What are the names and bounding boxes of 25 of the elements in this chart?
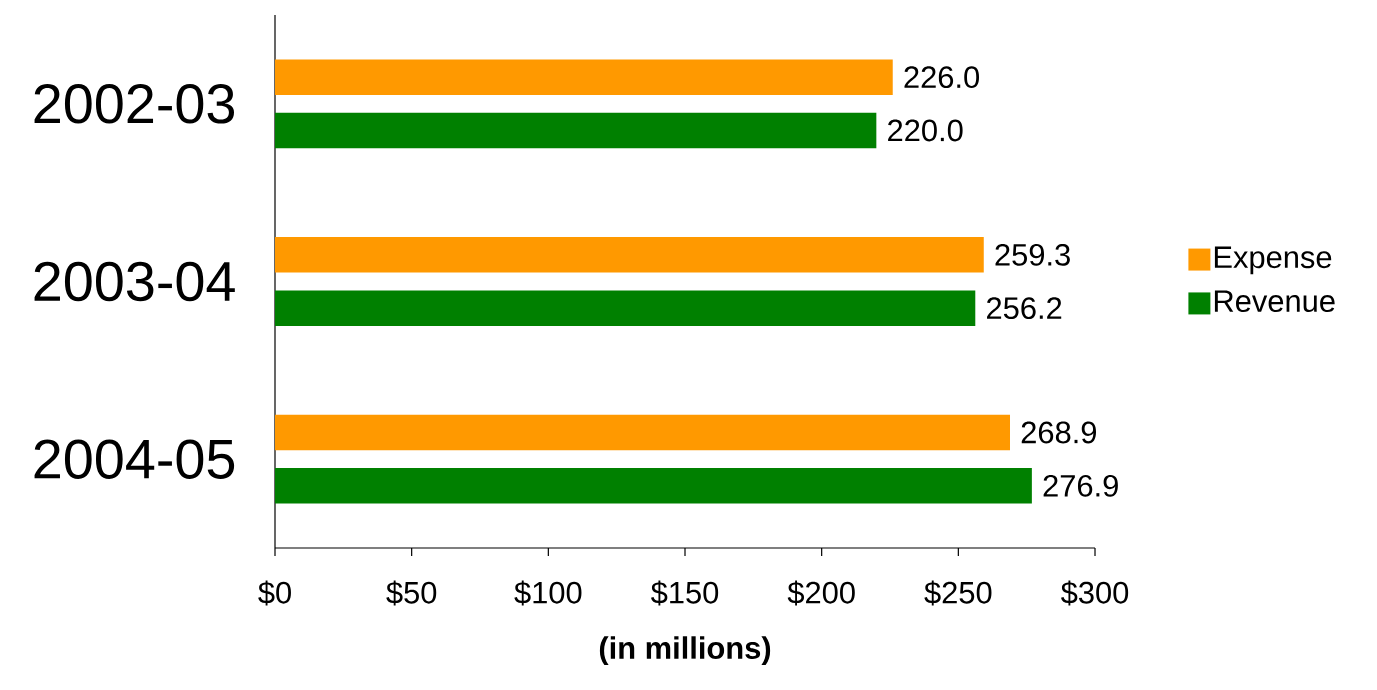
x-tick-label: $100 (514, 580, 582, 606)
x-axis-title: (in millions) (599, 636, 771, 666)
bar (275, 237, 984, 273)
data-label: 259.3 (995, 243, 1070, 266)
x-tick-label: $200 (787, 580, 855, 606)
data-label: 226.0 (904, 66, 980, 89)
legend-label: Expense (1214, 246, 1332, 275)
x-tick-label: $300 (1060, 580, 1129, 606)
data-label: 220.0 (888, 119, 963, 142)
y-tick-label: 2002-03 (34, 84, 235, 124)
data-label: 276.9 (1043, 474, 1118, 497)
x-tick-label: $250 (924, 580, 992, 606)
x-tick-label: $150 (650, 580, 719, 606)
data-label: 256.2 (987, 297, 1062, 320)
y-tick-label: 2003-04 (34, 261, 235, 302)
bar (275, 112, 877, 149)
x-tick-label: $0 (258, 580, 291, 606)
legend-label: Revenue (1214, 290, 1335, 313)
x-tick-label: $50 (386, 580, 437, 606)
bar (275, 59, 893, 95)
bar (275, 414, 1010, 451)
y-tick-label: 2004-05 (34, 439, 235, 479)
data-label: 268.9 (1021, 421, 1097, 444)
bar (275, 468, 1032, 504)
bar (275, 290, 976, 326)
